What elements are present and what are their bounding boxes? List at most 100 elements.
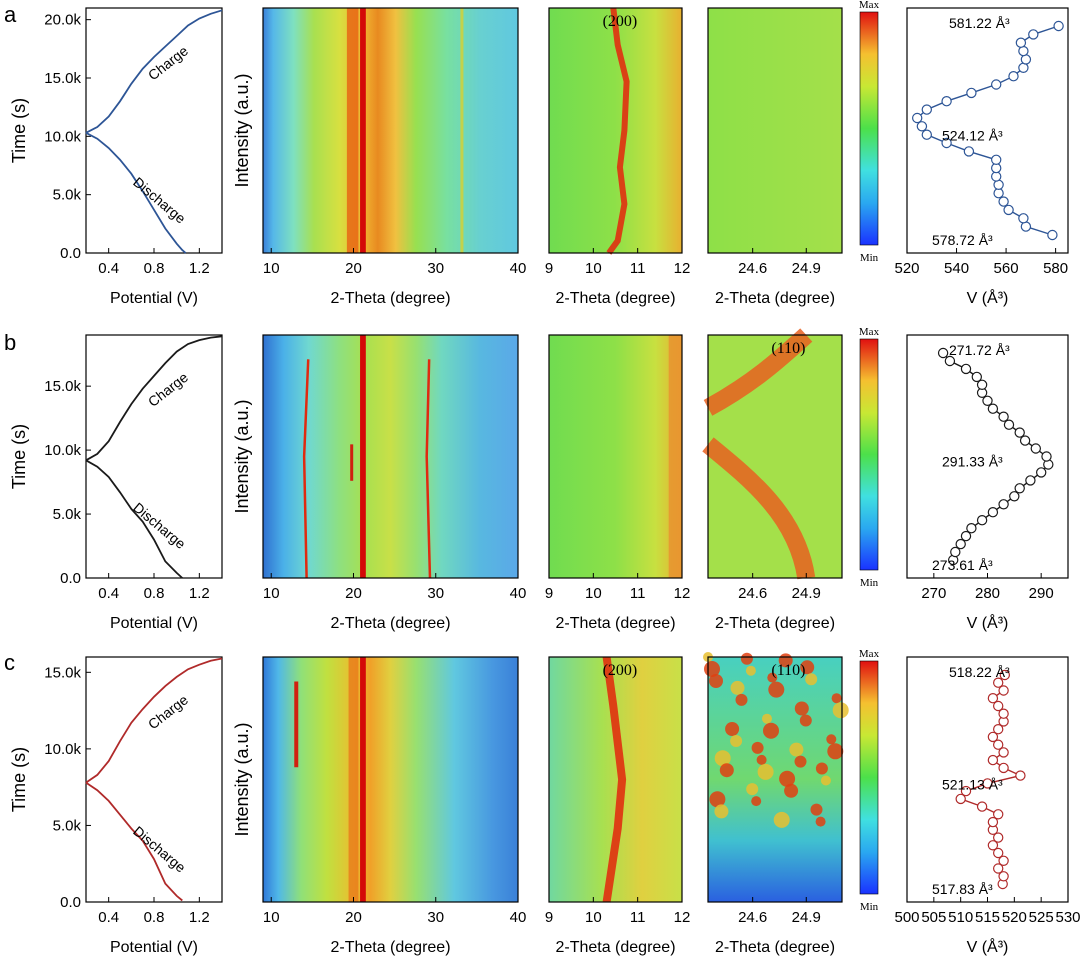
volume-point bbox=[987, 731, 999, 743]
heatmap-background bbox=[263, 657, 518, 902]
volume-point bbox=[976, 379, 988, 390]
noise-blob bbox=[735, 693, 748, 706]
heatmap-frame bbox=[262, 7, 519, 254]
colorbar-max: Max bbox=[859, 326, 880, 338]
intensity-axis-label: Intensity (a.u.) bbox=[232, 399, 252, 513]
y-tick-label: 10.0k bbox=[44, 741, 81, 758]
volume-point bbox=[993, 700, 1004, 712]
noise-blob bbox=[773, 811, 790, 828]
heatmap-1: 10 20 30 40 2-Theta (degree) bbox=[262, 334, 527, 632]
volume-point bbox=[991, 154, 1002, 165]
discharge-curve bbox=[85, 132, 187, 254]
charge-label: Charge bbox=[145, 691, 191, 732]
volume-point bbox=[937, 347, 949, 359]
noise-blob bbox=[820, 775, 831, 786]
y-tick-label: 15.0k bbox=[44, 664, 81, 681]
heatmap-3: 24.6 24.9 2-Theta (degree) bbox=[707, 7, 843, 307]
reflection-label: (200) bbox=[603, 13, 638, 30]
x-tick-label: 520 bbox=[894, 260, 919, 277]
volume-mid-label: 291.33 Å³ bbox=[942, 454, 1003, 470]
x-tick-label: 530 bbox=[1055, 909, 1080, 926]
x-tick-label: 0.8 bbox=[144, 260, 165, 277]
x-tick-label: 10 bbox=[585, 260, 602, 277]
volume-point bbox=[1035, 467, 1047, 478]
volume-point bbox=[993, 677, 1004, 688]
volume-point bbox=[991, 79, 1002, 90]
reflection-label: (110) bbox=[771, 662, 805, 679]
heatmap-background bbox=[549, 335, 682, 578]
noise-blob bbox=[740, 652, 753, 665]
volume-point bbox=[998, 685, 1009, 696]
diffraction-spot bbox=[294, 681, 299, 768]
y-tick-label: 20.0k bbox=[44, 12, 81, 29]
x-axis-label: 2-Theta (degree) bbox=[715, 939, 835, 956]
x-tick-label: 20 bbox=[345, 585, 362, 602]
x-tick-label: 500 bbox=[894, 909, 919, 926]
heatmap-frame bbox=[548, 7, 683, 254]
volume-point bbox=[987, 754, 999, 766]
noise-blob bbox=[751, 741, 764, 754]
x-tick-label: 1.2 bbox=[189, 585, 210, 602]
volume-point bbox=[998, 762, 1009, 774]
y-tick-label: 15.0k bbox=[44, 378, 81, 395]
diffraction-line bbox=[460, 8, 464, 253]
noise-blob bbox=[805, 673, 818, 686]
volume-point bbox=[987, 840, 999, 851]
x-tick-label: 20 bbox=[345, 909, 362, 926]
discharge-curve bbox=[85, 459, 183, 579]
heatmap-background bbox=[708, 8, 842, 253]
colorbar-max: Max bbox=[859, 648, 880, 660]
x-axis-label: 2-Theta (degree) bbox=[555, 290, 675, 307]
volume-point bbox=[987, 403, 999, 414]
noise-blob bbox=[762, 713, 772, 724]
noise-blob bbox=[757, 763, 774, 780]
x-tick-label: 40 bbox=[510, 909, 527, 926]
noise-blob bbox=[767, 672, 778, 683]
x-tick-label: 40 bbox=[510, 585, 527, 602]
x-tick-label: 525 bbox=[1029, 909, 1054, 926]
noise-blob bbox=[800, 660, 815, 675]
gcd-frame bbox=[85, 7, 223, 254]
x-axis-label: V (Å³) bbox=[967, 288, 1009, 307]
x-tick-label: 12 bbox=[674, 260, 691, 277]
charge-curve bbox=[85, 335, 223, 462]
heatmap-background bbox=[263, 8, 518, 253]
x-tick-label: 12 bbox=[674, 909, 691, 926]
heatmap-background bbox=[549, 8, 682, 253]
volume-mid-label: 524.12 Å³ bbox=[942, 128, 1003, 144]
heatmap-frame bbox=[707, 7, 843, 254]
y-tick-label: 5.0k bbox=[53, 187, 82, 204]
y-tick-label: 10.0k bbox=[44, 128, 81, 145]
x-tick-label: 11 bbox=[630, 260, 646, 277]
x-tick-label: 560 bbox=[994, 260, 1019, 277]
volume-point bbox=[1018, 213, 1029, 224]
diffraction-line bbox=[425, 359, 432, 579]
y-tick-label: 15.0k bbox=[44, 70, 81, 87]
x-tick-label: 510 bbox=[948, 909, 973, 926]
x-tick-label: 30 bbox=[427, 585, 444, 602]
noise-blob bbox=[709, 674, 723, 688]
volume-point bbox=[993, 863, 1004, 874]
x-tick-label: 30 bbox=[427, 909, 444, 926]
volume-point bbox=[1047, 229, 1058, 241]
volume-point bbox=[998, 855, 1009, 867]
x-tick-label: 9 bbox=[545, 585, 553, 602]
discharge-label: Discharge bbox=[130, 823, 189, 876]
colorbar bbox=[859, 338, 879, 571]
noise-blob bbox=[815, 762, 828, 775]
x-tick-label: 24.6 bbox=[738, 585, 767, 602]
diffraction-band bbox=[346, 8, 359, 253]
x-axis-label: 2-Theta (degree) bbox=[330, 290, 450, 307]
peak-trace bbox=[602, 656, 627, 903]
volume-point bbox=[982, 395, 993, 406]
volume-point bbox=[987, 693, 999, 704]
noise-blob bbox=[832, 702, 849, 719]
charge-label: Charge bbox=[145, 42, 191, 83]
colorbar-max: Max bbox=[859, 0, 880, 11]
volume-point bbox=[976, 515, 988, 526]
heatmap-2: 9 10 11 12 2-Theta (degree) (200) bbox=[545, 7, 691, 307]
volume-point bbox=[921, 129, 933, 140]
x-axis-label: Potential (V) bbox=[110, 615, 198, 632]
noise-blob bbox=[815, 816, 826, 827]
x-tick-label: 24.6 bbox=[738, 260, 767, 277]
